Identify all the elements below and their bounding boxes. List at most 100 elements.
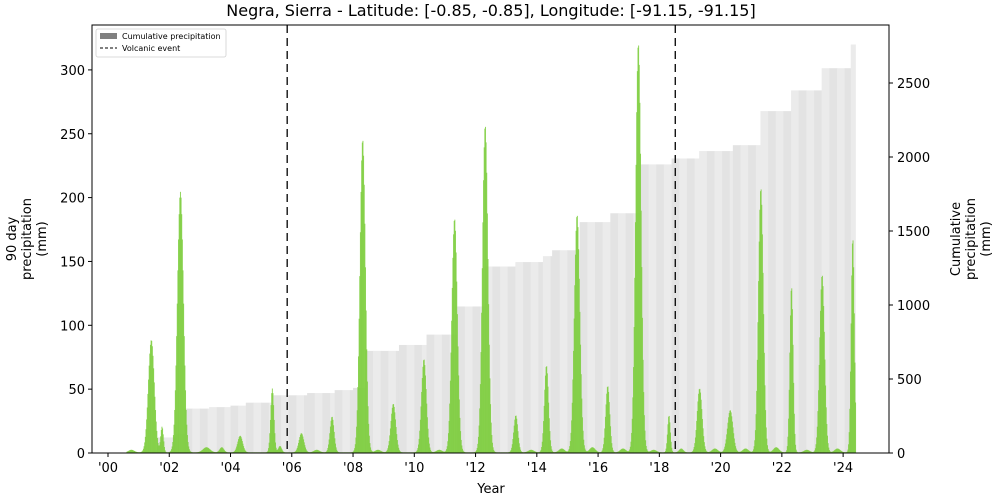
cumulative-bar — [406, 344, 415, 453]
precip-bar — [809, 450, 811, 453]
precip-bar — [533, 450, 535, 453]
precip-bar — [589, 448, 591, 453]
precip-bar — [173, 424, 175, 453]
precip-bar — [770, 451, 772, 453]
precip-bar — [641, 267, 643, 453]
precip-bar — [588, 450, 590, 453]
precip-bar — [731, 416, 733, 453]
precip-bar — [379, 450, 381, 453]
precip-bar — [620, 449, 622, 453]
precip-bar — [443, 451, 445, 453]
precip-bar — [205, 447, 207, 453]
precip-bar — [855, 402, 857, 453]
precip-bar — [331, 416, 333, 453]
precip-bar — [619, 450, 620, 453]
precip-bar — [642, 359, 644, 453]
cumulative-bar — [806, 90, 815, 454]
precip-bar — [682, 449, 684, 453]
precip-bar — [190, 451, 192, 453]
precip-bar — [629, 449, 631, 453]
precip-bar — [428, 443, 430, 453]
precip-bar — [677, 451, 679, 453]
precip-bar — [558, 450, 560, 453]
precip-bar — [276, 449, 278, 453]
precip-bar — [754, 440, 756, 453]
precip-bar — [295, 450, 297, 453]
precip-bar — [516, 418, 518, 453]
precip-bar — [333, 431, 335, 453]
precip-bar — [816, 437, 818, 453]
precip-bar — [550, 440, 552, 453]
precip-bar — [453, 234, 455, 453]
precip-bar — [547, 386, 549, 453]
precip-bar — [493, 451, 495, 453]
precip-bar — [369, 443, 371, 453]
precip-bar — [712, 449, 714, 453]
precip-bar — [422, 366, 424, 453]
precip-bar — [854, 362, 856, 453]
precip-bar — [199, 451, 201, 453]
cumulative-bar — [273, 395, 282, 453]
precip-bar — [157, 442, 159, 453]
precip-bar — [714, 448, 716, 453]
precip-bar — [212, 451, 214, 453]
precip-bar — [396, 440, 398, 453]
precip-bar — [795, 449, 797, 453]
precip-bar — [365, 267, 366, 453]
precip-bar — [366, 381, 368, 453]
precip-bar — [186, 435, 188, 453]
precip-bar — [696, 410, 698, 453]
precip-bar — [326, 451, 328, 453]
precip-bar — [803, 450, 805, 453]
precip-bar — [603, 437, 605, 453]
precip-bar — [519, 447, 521, 453]
precip-bar — [608, 402, 610, 453]
precip-bar — [381, 451, 383, 453]
precip-bar — [176, 303, 178, 453]
precip-bar — [312, 451, 314, 453]
precip-bar — [385, 451, 387, 453]
cumulative-bar — [245, 402, 254, 453]
cumulative-bar — [844, 68, 852, 453]
precip-bar — [796, 451, 798, 453]
precip-bar — [828, 447, 830, 453]
precip-bar — [527, 450, 529, 453]
precip-bar — [632, 397, 634, 453]
cumulative-bar — [184, 408, 193, 453]
precip-bar — [757, 322, 759, 453]
precip-bar — [462, 450, 464, 453]
cumulative-bar — [798, 90, 807, 454]
precip-bar — [266, 451, 268, 453]
precip-bar — [760, 191, 761, 454]
precip-bar — [304, 445, 306, 453]
precip-bar — [353, 450, 355, 453]
precip-bar — [795, 444, 797, 453]
precip-bar — [245, 451, 247, 453]
precip-bar — [171, 446, 173, 453]
precip-bar — [656, 451, 658, 453]
precip-bar — [375, 450, 377, 453]
precip-bar — [395, 419, 396, 453]
cumulative-bar — [552, 250, 561, 453]
precip-bar — [415, 451, 417, 453]
precip-bar — [445, 450, 447, 453]
precip-bar — [645, 440, 647, 453]
precip-bar — [705, 449, 707, 453]
precip-bar — [274, 433, 276, 453]
precip-bar — [621, 448, 623, 453]
cumulative-bar — [748, 145, 757, 453]
precip-bar — [594, 449, 596, 453]
precip-bar — [596, 451, 598, 453]
precip-bar — [617, 451, 619, 453]
precip-bar — [319, 450, 321, 453]
precip-bar — [544, 375, 546, 453]
precip-bar — [301, 434, 303, 453]
precip-bar — [742, 450, 744, 453]
precip-bar — [556, 451, 558, 453]
cumulative-bar — [829, 68, 838, 453]
precip-bar — [164, 450, 166, 453]
precip-bar — [517, 431, 519, 453]
precip-bar — [548, 402, 550, 453]
precip-bar — [652, 449, 654, 453]
precip-bar — [178, 239, 180, 453]
